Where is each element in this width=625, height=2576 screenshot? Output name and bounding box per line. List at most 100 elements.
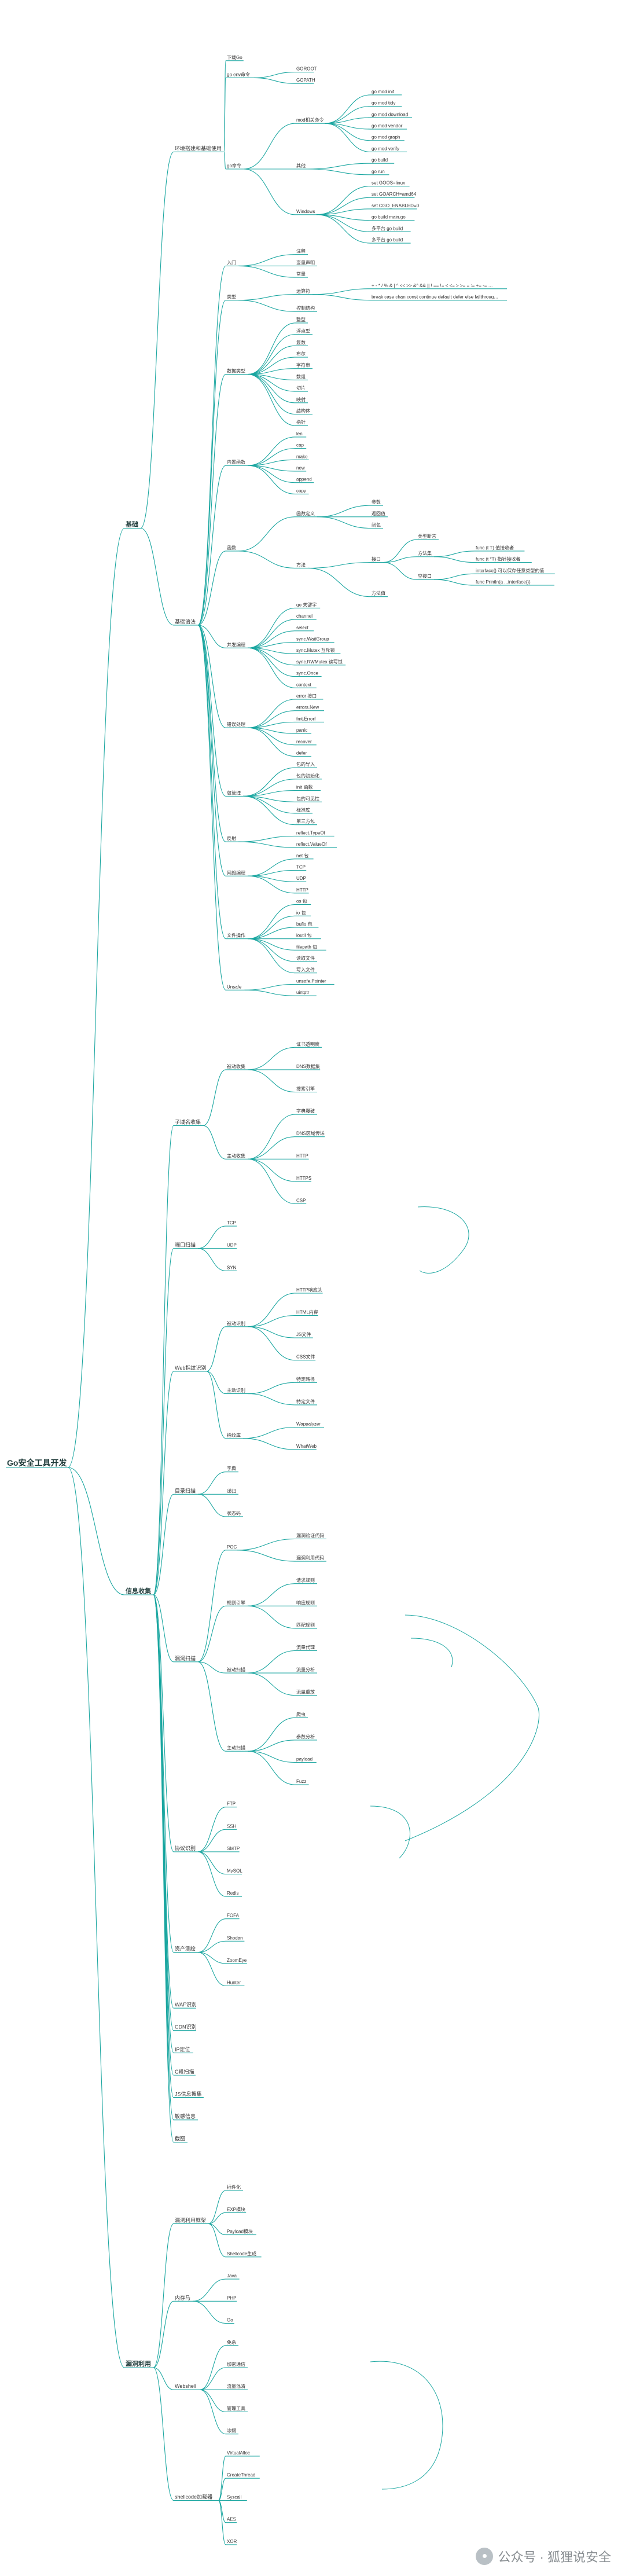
map-node: 并发编程 <box>227 641 245 647</box>
connector <box>68 1467 125 1595</box>
map-node: Go <box>227 2318 233 2323</box>
map-node: 方法集 <box>418 551 432 556</box>
map-node: go mod verify <box>372 146 399 151</box>
map-node: 包管理 <box>227 790 241 795</box>
map-node: fmt.Errorf <box>296 716 316 721</box>
map-node: 下载Go <box>227 54 242 60</box>
map-node: 流量重放 <box>296 1689 315 1695</box>
connector <box>67 527 125 1468</box>
map-node: Web指纹识别 <box>175 1364 206 1371</box>
map-node: ZoomEye <box>227 1958 247 1963</box>
cross-link-curve <box>405 1614 539 1841</box>
map-node: CSP <box>296 1198 306 1203</box>
map-node: XOR <box>227 2539 237 2544</box>
map-node: 特定文件 <box>296 1399 315 1404</box>
connector <box>247 1605 296 1629</box>
map-node: Wappalyzer <box>296 1422 321 1427</box>
map-node: 方法 <box>296 562 306 567</box>
connector <box>153 1248 174 1595</box>
connector <box>197 1940 226 1953</box>
connector <box>307 163 371 170</box>
map-node: Fuzz <box>296 1779 306 1784</box>
map-node: ioutil 包 <box>296 933 312 938</box>
connector <box>247 927 296 940</box>
map-node: cap <box>296 443 304 448</box>
connector <box>316 197 371 215</box>
map-node: 搜索引擎 <box>296 1086 315 1092</box>
map-node: 写入文件 <box>296 967 315 973</box>
map-node: bufio 包 <box>296 921 312 927</box>
connector <box>218 2478 226 2501</box>
connector <box>247 915 296 940</box>
map-node: 冰蝎 <box>227 2428 236 2434</box>
connector <box>153 1371 174 1595</box>
map-node: uintptr <box>296 990 310 995</box>
connector <box>223 77 226 152</box>
connector <box>247 345 296 375</box>
map-node: recover <box>296 739 312 744</box>
map-node: Hunter <box>227 1980 241 1986</box>
map-node: 爬虫 <box>296 1711 306 1717</box>
map-node: 指纹库 <box>227 1432 241 1438</box>
map-node: set GOARCH=amd64 <box>372 192 417 197</box>
connector <box>247 465 296 472</box>
map-node: DNS数据集 <box>296 1063 320 1069</box>
connector <box>192 2278 226 2302</box>
map-node: channel <box>296 614 312 619</box>
map-node: append <box>296 477 312 482</box>
connector <box>247 465 296 494</box>
map-node: 接口 <box>372 556 381 562</box>
branch-node: 信息收集 <box>126 1587 152 1595</box>
map-node: 第三方包 <box>296 819 315 824</box>
map-node: 整型 <box>296 317 306 322</box>
map-node: MySQL <box>227 1869 242 1874</box>
connector <box>197 1851 226 1897</box>
map-node: POC <box>227 1544 237 1550</box>
map-node: 匹配规则 <box>296 1622 315 1628</box>
connector <box>140 527 174 626</box>
connector <box>247 1751 296 1763</box>
map-node: EXP模块 <box>227 2206 245 2212</box>
map-node: 结构体 <box>296 408 310 414</box>
map-node: go build <box>372 157 388 163</box>
map-node: go run <box>372 169 385 174</box>
cross-link-curve <box>410 1638 453 1668</box>
map-node: mod相关命令 <box>296 117 324 123</box>
map-node: sync.Once <box>296 671 318 676</box>
map-node: net 包 <box>296 853 308 858</box>
connector <box>317 505 371 518</box>
map-node: 切片 <box>296 385 306 391</box>
connector <box>197 625 226 876</box>
wechat-icon: ● <box>476 2548 494 2565</box>
connector <box>316 208 371 215</box>
connector <box>153 1594 174 1953</box>
map-node: 状态码 <box>227 1510 241 1516</box>
connector <box>208 2223 226 2236</box>
connector <box>153 1494 174 1595</box>
connector <box>247 368 296 375</box>
map-node: WhatWeb <box>296 1444 317 1449</box>
map-node: 常量 <box>296 271 306 277</box>
map-node: 数据类型 <box>227 368 245 374</box>
connector <box>242 790 296 797</box>
map-node: JS文件 <box>296 1331 311 1337</box>
map-node: 插件化 <box>227 2184 241 2190</box>
connector <box>153 1125 174 1595</box>
map-node: init 函数 <box>296 784 312 790</box>
map-node: Windows <box>296 209 315 214</box>
connector <box>433 551 475 557</box>
map-node: Redis <box>227 1891 238 1896</box>
connector <box>433 556 475 563</box>
map-node: 读取文件 <box>296 955 315 961</box>
map-node: 指针 <box>296 419 306 425</box>
map-node: copy <box>296 488 306 493</box>
map-node: break case chan const continue default d… <box>372 295 498 300</box>
connector <box>247 727 296 757</box>
map-node: len <box>296 431 303 436</box>
connector <box>203 1069 226 1126</box>
map-node: set CGO_ENABLED=0 <box>372 203 420 208</box>
connector <box>325 117 371 124</box>
map-node: sync.RWMutex 读写锁 <box>296 659 343 665</box>
map-node: make <box>296 454 308 459</box>
cross-link-curve <box>417 1206 469 1274</box>
